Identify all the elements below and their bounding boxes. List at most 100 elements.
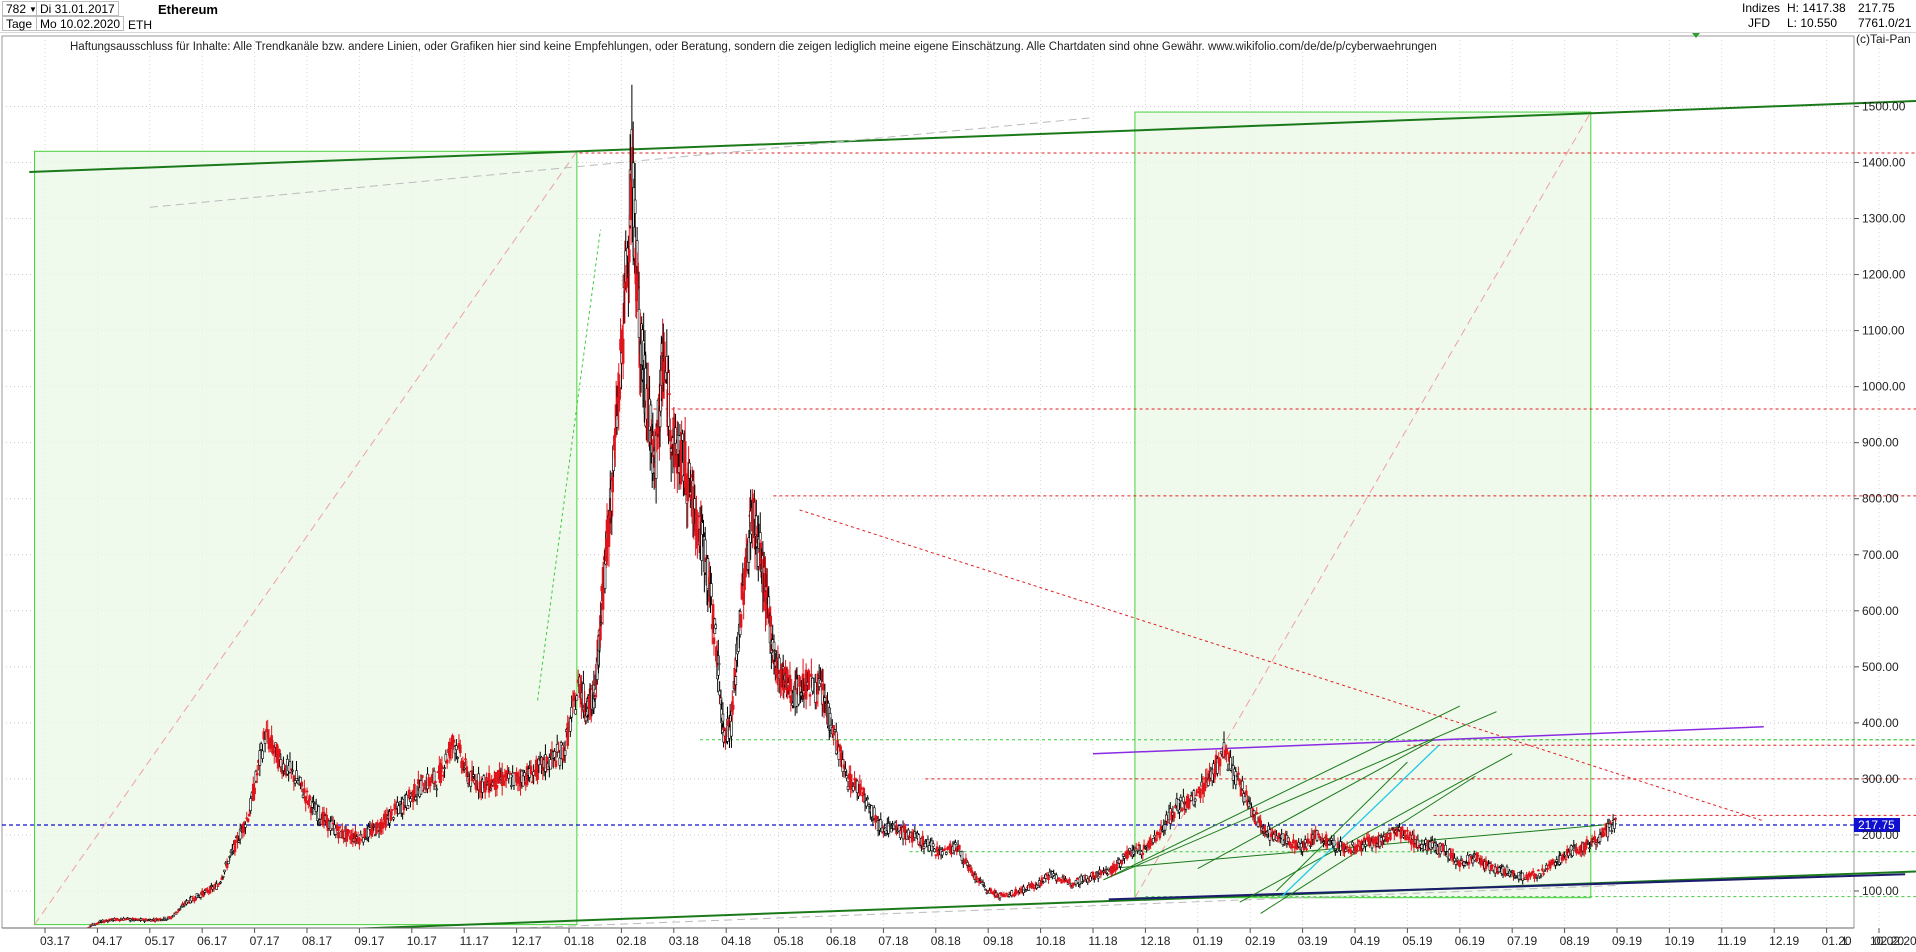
candle-body	[1468, 854, 1472, 857]
candle-body	[1095, 871, 1099, 873]
x-tick-label: 02.19	[1245, 934, 1275, 948]
candle-body	[1423, 844, 1426, 851]
x-tick-label: 12.18	[1140, 934, 1170, 948]
candle-body	[255, 772, 259, 776]
candle-body	[1589, 844, 1593, 846]
candle-body	[769, 615, 773, 627]
candle-body	[1327, 840, 1331, 845]
price-chart[interactable]: 217.75 100.00 200.00 300.00 400.00 500.00 600…	[0, 32, 1916, 952]
candle-body	[419, 780, 423, 795]
symbol-short: ETH	[128, 18, 152, 32]
candle-body	[1336, 841, 1340, 849]
candle-body	[1047, 876, 1050, 880]
x-tick-label: 08.17	[302, 934, 332, 948]
candle-body	[1120, 859, 1124, 865]
candle-body	[1555, 859, 1559, 862]
candle-body	[338, 826, 342, 829]
candle-body	[278, 749, 281, 755]
candle-body	[599, 622, 603, 625]
upper-channel-line	[29, 100, 1916, 174]
candle-body	[1013, 894, 1016, 897]
fan-line	[1103, 711, 1497, 881]
candle-body	[114, 918, 118, 921]
cyan-trend-line	[1281, 744, 1440, 898]
candle-body	[955, 847, 959, 853]
count-selector[interactable]: 782 ▼	[2, 1, 41, 16]
y-tick-label: 200.00	[1862, 828, 1899, 842]
candle-body	[871, 819, 875, 821]
date-to-field[interactable]: Mo 10.02.2020	[36, 16, 125, 31]
candle-body	[1364, 844, 1367, 847]
faint-trend-line	[464, 884, 1618, 931]
candle-body	[413, 783, 416, 800]
candle-body	[415, 794, 419, 797]
candle-body	[1074, 880, 1078, 885]
candle-body	[788, 674, 792, 690]
candle-body	[295, 770, 298, 779]
x-tick-label: 01.20	[1822, 934, 1852, 948]
candle-body	[1003, 894, 1007, 897]
candle-body	[1535, 877, 1539, 879]
candle-body	[134, 918, 137, 920]
candle-body	[710, 583, 713, 597]
candle-body	[1537, 869, 1540, 872]
candle-body	[1389, 832, 1392, 840]
x-tick-label: 03.18	[669, 934, 699, 948]
candle-body	[449, 747, 453, 749]
candle-body	[979, 879, 982, 881]
fan-line	[1276, 761, 1408, 892]
candle-body	[1546, 867, 1549, 870]
candle-body	[1512, 870, 1515, 877]
candle-body	[838, 745, 842, 752]
candle-body	[1585, 839, 1589, 843]
candle-body	[1453, 858, 1456, 862]
date-from-field[interactable]: Di 31.01.2017	[36, 1, 119, 16]
candle-body	[731, 704, 735, 710]
candle-body	[734, 676, 738, 685]
candle-body	[563, 749, 567, 756]
y-tick-label: 1000.00	[1862, 380, 1906, 394]
copyright-label: (c)Tai-Pan	[1856, 32, 1911, 46]
x-tick-label: 06.19	[1455, 934, 1485, 948]
candle-body	[1588, 847, 1591, 850]
candle-body	[130, 919, 133, 922]
candle-body	[1554, 862, 1557, 866]
candle-body	[182, 905, 186, 907]
candle-body	[889, 828, 893, 833]
candle-body	[693, 498, 697, 510]
candle-body	[381, 822, 385, 829]
candle-body	[152, 918, 156, 921]
candle-body	[1610, 830, 1614, 832]
candle-body	[1188, 800, 1192, 803]
candle-body	[1239, 787, 1243, 797]
candle-body	[1064, 878, 1067, 881]
candle-body	[1564, 858, 1568, 861]
candle-body	[1069, 885, 1073, 887]
candle-body	[1318, 835, 1321, 838]
candle-body	[392, 817, 395, 820]
candle-body	[1386, 837, 1390, 842]
candle-body	[1467, 861, 1471, 865]
candle-body	[1294, 840, 1298, 849]
candle-body	[376, 822, 380, 825]
candle-body	[633, 199, 637, 214]
candle-body	[156, 919, 159, 922]
candle-body	[566, 722, 569, 746]
candle-body	[300, 781, 304, 787]
candle-body	[523, 772, 526, 777]
candle-body	[223, 869, 226, 873]
candle-body	[1158, 832, 1162, 839]
candle-body	[508, 773, 512, 775]
candle-body	[1361, 844, 1365, 850]
candle-body	[262, 731, 266, 740]
candle-body	[1128, 848, 1131, 852]
candle-body	[1497, 867, 1501, 873]
x-tick-label: 07.17	[250, 934, 280, 948]
candle-body	[398, 801, 402, 805]
candle-body	[1288, 841, 1291, 846]
candle-body	[1040, 877, 1044, 883]
x-axis-band	[0, 928, 1916, 952]
candle-body	[458, 744, 462, 754]
candle-body	[1166, 821, 1169, 824]
candle-body	[865, 800, 868, 807]
